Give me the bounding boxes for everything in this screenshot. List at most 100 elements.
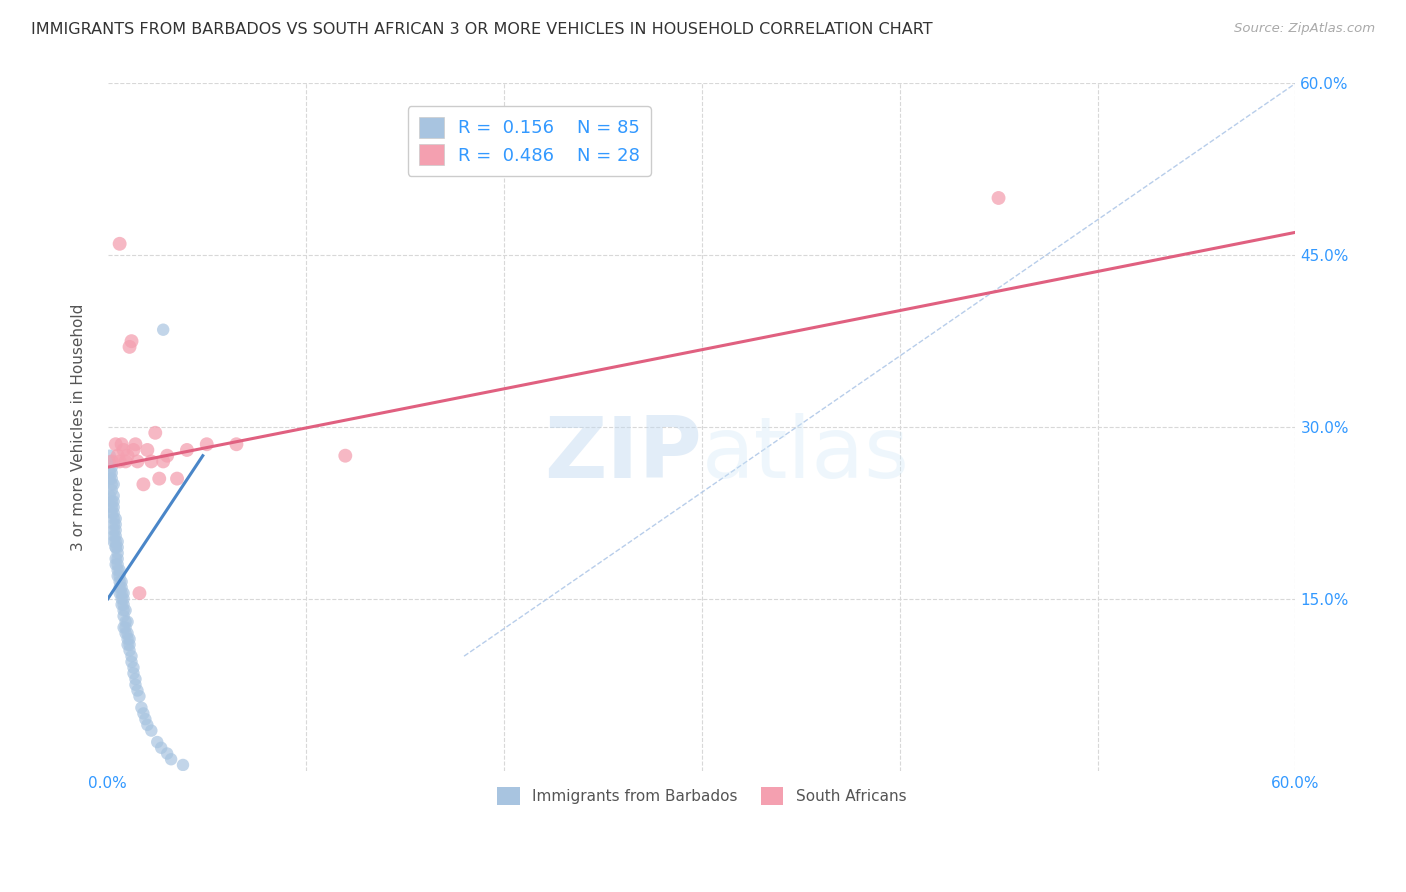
Point	[112, 586, 135, 600]
Point	[107, 551, 129, 566]
Point	[112, 598, 135, 612]
Point	[132, 477, 155, 491]
Point	[108, 574, 131, 589]
Point	[124, 678, 146, 692]
Point	[98, 489, 121, 503]
Point	[103, 477, 125, 491]
Point	[111, 591, 134, 606]
Point	[98, 472, 121, 486]
Point	[108, 586, 131, 600]
Point	[111, 586, 134, 600]
Point	[148, 472, 170, 486]
Point	[160, 752, 183, 766]
Point	[118, 643, 141, 657]
Point	[121, 334, 143, 348]
Point	[100, 472, 122, 486]
Point	[103, 500, 125, 515]
Point	[122, 666, 145, 681]
Point	[108, 454, 131, 468]
Point	[127, 454, 149, 468]
Point	[117, 449, 139, 463]
Point	[103, 511, 125, 525]
Point	[107, 449, 129, 463]
Point	[107, 563, 129, 577]
Point	[107, 569, 129, 583]
Point	[150, 740, 173, 755]
Point	[122, 660, 145, 674]
Point	[103, 534, 125, 549]
Point	[172, 758, 194, 772]
Point	[108, 581, 131, 595]
Point	[111, 598, 134, 612]
Point	[103, 529, 125, 543]
Point	[117, 626, 139, 640]
Point	[117, 638, 139, 652]
Point	[107, 541, 129, 555]
Point	[121, 649, 143, 664]
Text: Source: ZipAtlas.com: Source: ZipAtlas.com	[1234, 22, 1375, 36]
Point	[104, 558, 127, 572]
Point	[104, 523, 127, 537]
Point	[166, 472, 188, 486]
Point	[143, 425, 166, 440]
Point	[124, 437, 146, 451]
Point	[108, 236, 131, 251]
Point	[128, 586, 150, 600]
Point	[111, 581, 134, 595]
Point	[118, 632, 141, 646]
Legend: Immigrants from Barbados, South Africans: Immigrants from Barbados, South Africans	[488, 778, 915, 814]
Point	[134, 712, 156, 726]
Point	[112, 603, 135, 617]
Point	[136, 718, 159, 732]
Point	[156, 747, 179, 761]
Point	[141, 454, 163, 468]
Point	[100, 460, 122, 475]
Text: IMMIGRANTS FROM BARBADOS VS SOUTH AFRICAN 3 OR MORE VEHICLES IN HOUSEHOLD CORREL: IMMIGRANTS FROM BARBADOS VS SOUTH AFRICA…	[31, 22, 932, 37]
Point	[98, 454, 121, 468]
Y-axis label: 3 or more Vehicles in Household: 3 or more Vehicles in Household	[72, 303, 86, 550]
Point	[118, 340, 141, 354]
Point	[112, 591, 135, 606]
Point	[132, 706, 155, 721]
Point	[100, 506, 122, 520]
Point	[108, 563, 131, 577]
Point	[98, 466, 121, 480]
Point	[128, 690, 150, 704]
Point	[104, 551, 127, 566]
Point	[104, 529, 127, 543]
Point	[104, 517, 127, 532]
Point	[104, 511, 127, 525]
Point	[176, 442, 198, 457]
Point	[152, 454, 174, 468]
Point	[114, 454, 136, 468]
Point	[112, 442, 135, 457]
Point	[114, 626, 136, 640]
Point	[124, 672, 146, 686]
Point	[136, 442, 159, 457]
Point	[117, 615, 139, 629]
Point	[108, 569, 131, 583]
Point	[141, 723, 163, 738]
Text: ZIP: ZIP	[544, 413, 702, 496]
Point	[131, 700, 153, 714]
Point	[225, 437, 247, 451]
Point	[107, 558, 129, 572]
Point	[103, 506, 125, 520]
Point	[114, 615, 136, 629]
Point	[100, 494, 122, 508]
Point	[100, 477, 122, 491]
Point	[122, 442, 145, 457]
Point	[104, 541, 127, 555]
Point	[104, 541, 127, 555]
Point	[100, 483, 122, 497]
Point	[156, 449, 179, 463]
Point	[103, 517, 125, 532]
Point	[112, 609, 135, 624]
Text: atlas: atlas	[702, 413, 910, 496]
Point	[100, 454, 122, 468]
Point	[335, 449, 357, 463]
Point	[111, 437, 134, 451]
Point	[103, 489, 125, 503]
Point	[112, 620, 135, 634]
Point	[121, 655, 143, 669]
